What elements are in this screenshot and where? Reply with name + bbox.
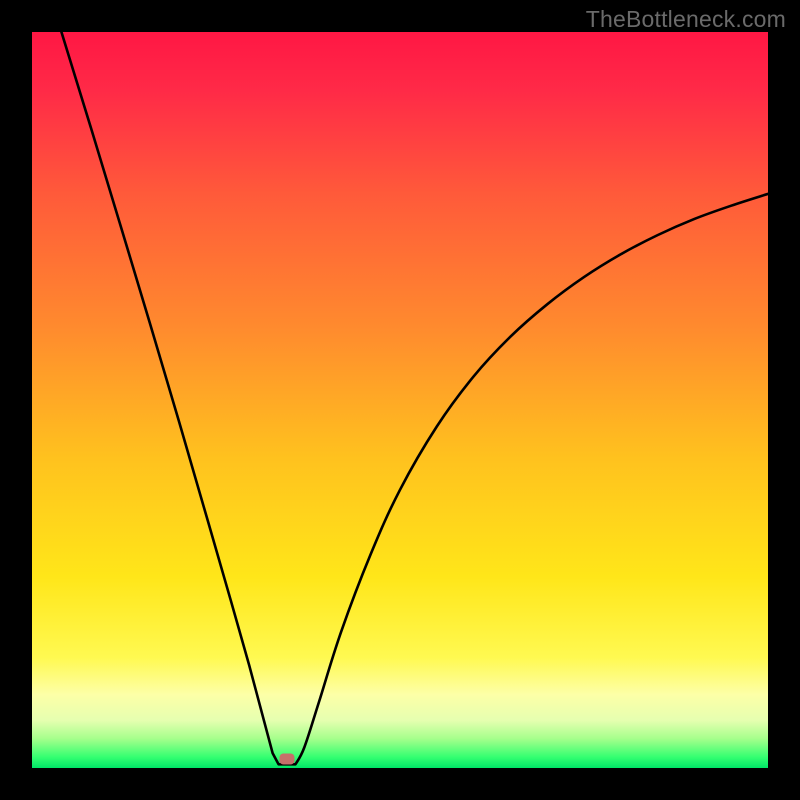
watermark-text: TheBottleneck.com <box>586 6 786 33</box>
chart-plot-area <box>32 32 768 768</box>
chart-minimum-marker <box>280 754 295 765</box>
chart-curve <box>32 32 768 768</box>
